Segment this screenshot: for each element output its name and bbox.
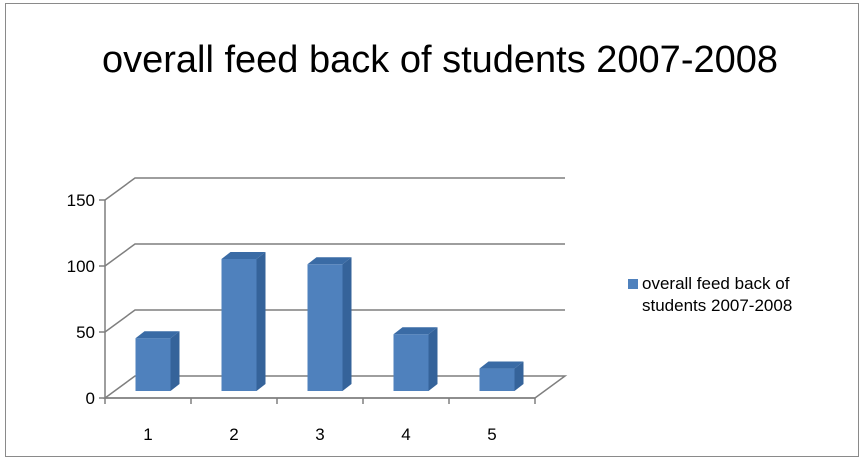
- chart-tick-labels: 0 50 100 150 1 2 3 4 5: [67, 191, 497, 444]
- y-tick-label: 150: [67, 191, 95, 210]
- x-tick-label: 5: [487, 425, 496, 444]
- bar: [307, 257, 352, 391]
- bar-front: [479, 368, 515, 391]
- bar-side: [256, 252, 266, 391]
- bar: [221, 252, 266, 391]
- bar-front: [221, 259, 257, 391]
- x-tick-label: 4: [401, 425, 410, 444]
- chart-title: overall feed back of students 2007-2008: [101, 39, 779, 81]
- bar-side: [514, 361, 524, 391]
- legend-label: overall feed back of students 2007-2008: [642, 274, 793, 315]
- y-tick-label: 50: [76, 323, 95, 342]
- bar-front: [393, 334, 429, 391]
- bar: [135, 331, 180, 391]
- bar: [479, 361, 524, 391]
- bar-top: [479, 361, 524, 369]
- bar-side: [428, 327, 438, 391]
- bar: [393, 327, 438, 391]
- bar-top: [221, 252, 266, 259]
- bar-side: [170, 331, 180, 391]
- legend-swatch: [628, 279, 638, 289]
- bar-top: [135, 331, 180, 339]
- x-tick-label: 1: [143, 425, 152, 444]
- bar-top: [393, 327, 438, 335]
- chart-axes: [99, 199, 536, 404]
- bar-side: [342, 257, 352, 391]
- chart-legend: overall feed back of students 2007-2008: [628, 273, 842, 317]
- gridline: [104, 177, 565, 201]
- gridline: [104, 309, 565, 333]
- bar-front: [135, 338, 171, 391]
- x-tick-label: 2: [229, 425, 238, 444]
- gridline: [104, 243, 565, 267]
- chart-bars: [135, 252, 524, 391]
- chart-gridlines: [104, 177, 565, 333]
- y-tick-label: 0: [86, 389, 95, 408]
- bar-front: [307, 264, 343, 391]
- y-tick-label: 100: [67, 257, 95, 276]
- bar-top: [307, 257, 352, 265]
- x-tick-label: 3: [315, 425, 324, 444]
